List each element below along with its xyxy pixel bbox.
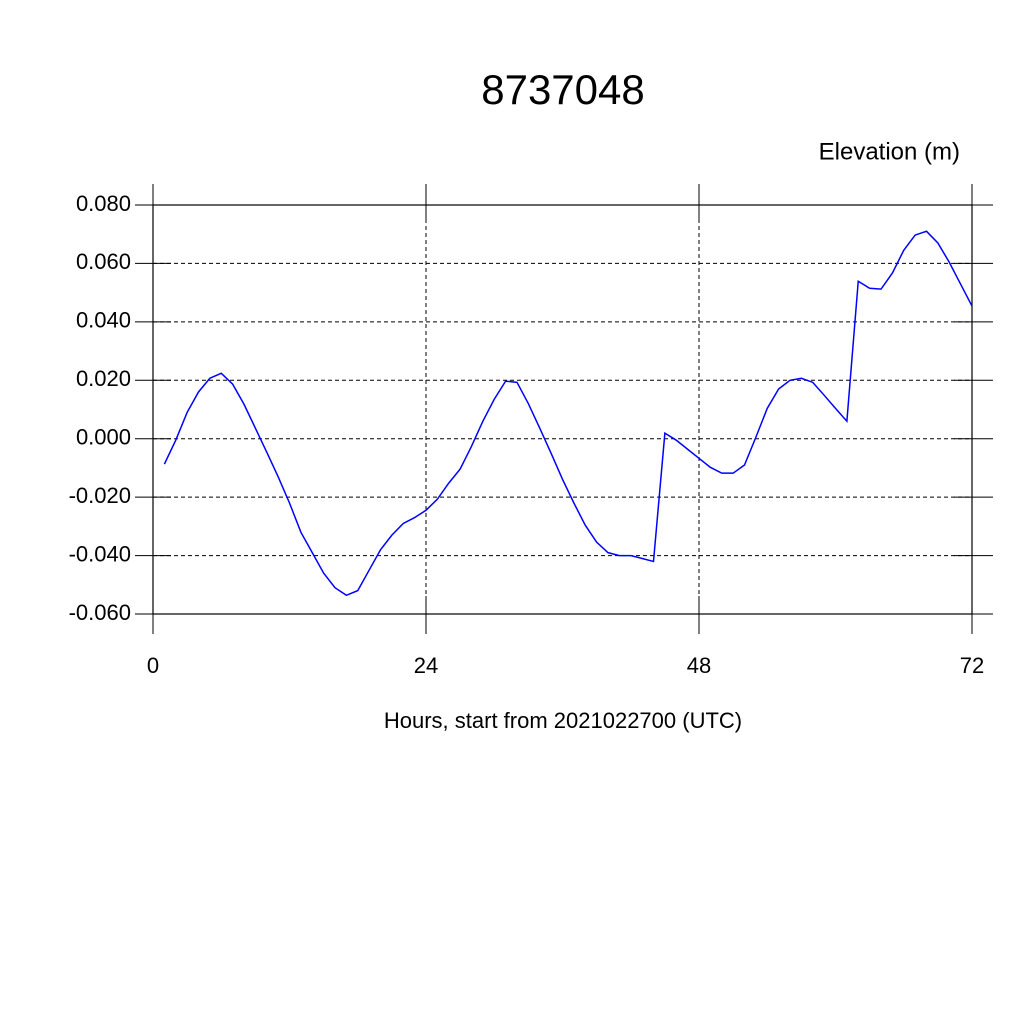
x-tick-label: 48 bbox=[687, 653, 711, 678]
y-tick-label: -0.040 bbox=[69, 541, 131, 566]
chart-subtitle: Elevation (m) bbox=[819, 138, 960, 165]
x-axis-label: Hours, start from 2021022700 (UTC) bbox=[384, 708, 742, 733]
x-tick-label: 24 bbox=[414, 653, 438, 678]
x-tick-label: 0 bbox=[147, 653, 159, 678]
y-tick-label: 0.020 bbox=[76, 366, 131, 391]
y-tick-label: -0.060 bbox=[69, 600, 131, 625]
y-tick-label: 0.000 bbox=[76, 425, 131, 450]
y-tick-label: 0.040 bbox=[76, 308, 131, 333]
y-tick-label: -0.020 bbox=[69, 483, 131, 508]
plot-frame bbox=[152, 204, 973, 615]
data-line bbox=[163, 230, 973, 597]
y-tick-label: 0.080 bbox=[76, 191, 131, 216]
chart-title: 8737048 bbox=[481, 66, 645, 113]
x-tick-label: 72 bbox=[960, 653, 984, 678]
y-tick-label: 0.060 bbox=[76, 249, 131, 274]
